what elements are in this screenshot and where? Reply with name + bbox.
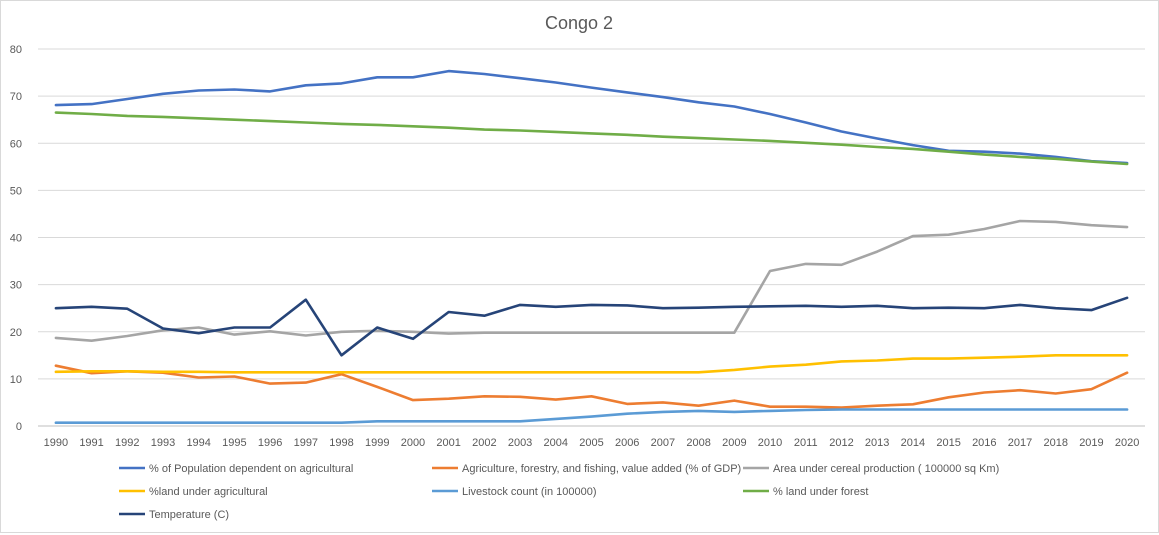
x-tick-label: 1995 — [222, 437, 246, 449]
legend-item: Agriculture, forestry, and fishing, valu… — [432, 463, 741, 475]
legend-label: Agriculture, forestry, and fishing, valu… — [462, 463, 741, 475]
x-tick-label: 2004 — [544, 437, 568, 449]
legend-label: Temperature (C) — [149, 509, 229, 521]
x-tick-label: 1994 — [186, 437, 210, 449]
x-tick-label: 2006 — [615, 437, 639, 449]
x-tick-label: 2012 — [829, 437, 853, 449]
x-tick-label: 1990 — [44, 437, 68, 449]
x-tick-label: 2005 — [579, 437, 603, 449]
x-tick-label: 1992 — [115, 437, 139, 449]
legend-label: Area under cereal production ( 100000 sq… — [773, 463, 999, 475]
legend-item: Area under cereal production ( 100000 sq… — [743, 463, 999, 475]
x-tick-label: 2013 — [865, 437, 889, 449]
series-line-4 — [54, 408, 1129, 425]
x-tick-label: 1999 — [365, 437, 389, 449]
x-tick-label: 2003 — [508, 437, 532, 449]
y-tick-label: 0 — [16, 421, 22, 433]
legend-label: %land under agricultural — [149, 486, 268, 498]
y-tick-label: 60 — [10, 138, 22, 150]
x-tick-label: 2017 — [1008, 437, 1032, 449]
legend-label: % of Population dependent on agricultura… — [149, 463, 353, 475]
series-lines — [54, 69, 1129, 425]
series-line-5 — [54, 111, 1129, 166]
x-tick-label: 2010 — [758, 437, 782, 449]
x-axis-ticks: 1990 1991 1992 1993 1994 1995 1996 1997 1998 1999… — [44, 437, 1140, 449]
legend-item: % of Population dependent on agricultura… — [119, 463, 353, 475]
series-line-3 — [54, 353, 1129, 374]
x-tick-label: 2020 — [1115, 437, 1139, 449]
y-tick-label: 50 — [10, 185, 22, 197]
x-tick-label: 2000 — [401, 437, 425, 449]
y-tick-label: 70 — [10, 91, 22, 103]
legend: % of Population dependent on agricultura… — [119, 463, 999, 521]
x-tick-label: 2007 — [651, 437, 675, 449]
x-tick-label: 2008 — [686, 437, 710, 449]
legend-label: % land under forest — [773, 486, 868, 498]
series-line-2 — [54, 219, 1129, 343]
legend-item: Temperature (C) — [119, 509, 229, 521]
legend-label: Livestock count (in 100000) — [462, 486, 597, 498]
y-axis-ticks: 0 10 20 30 40 50 60 70 80 — [10, 44, 22, 433]
series-line-6 — [54, 296, 1129, 357]
x-tick-label: 2011 — [794, 437, 818, 449]
x-tick-label: 1998 — [329, 437, 353, 449]
x-tick-label: 2016 — [972, 437, 996, 449]
x-tick-label: 1997 — [294, 437, 318, 449]
y-tick-label: 80 — [10, 44, 22, 56]
gridlines — [38, 48, 1145, 427]
y-tick-label: 10 — [10, 374, 22, 386]
chart-title: Congo 2 — [545, 13, 613, 33]
x-tick-label: 2018 — [1043, 437, 1067, 449]
x-tick-label: 2015 — [936, 437, 960, 449]
y-tick-label: 20 — [10, 327, 22, 339]
series-line-1 — [54, 364, 1129, 409]
y-tick-label: 30 — [10, 280, 22, 292]
x-tick-label: 2019 — [1079, 437, 1103, 449]
x-tick-label: 2001 — [436, 437, 460, 449]
x-tick-label: 2002 — [472, 437, 496, 449]
legend-item: % land under forest — [743, 486, 868, 498]
series-line-0 — [54, 69, 1129, 165]
x-tick-label: 1993 — [151, 437, 175, 449]
y-tick-label: 40 — [10, 233, 22, 245]
x-tick-label: 1991 — [79, 437, 103, 449]
x-tick-label: 2009 — [722, 437, 746, 449]
x-tick-label: 2014 — [901, 437, 925, 449]
x-tick-label: 1996 — [258, 437, 282, 449]
legend-item: %land under agricultural — [119, 486, 268, 498]
legend-item: Livestock count (in 100000) — [432, 486, 597, 498]
